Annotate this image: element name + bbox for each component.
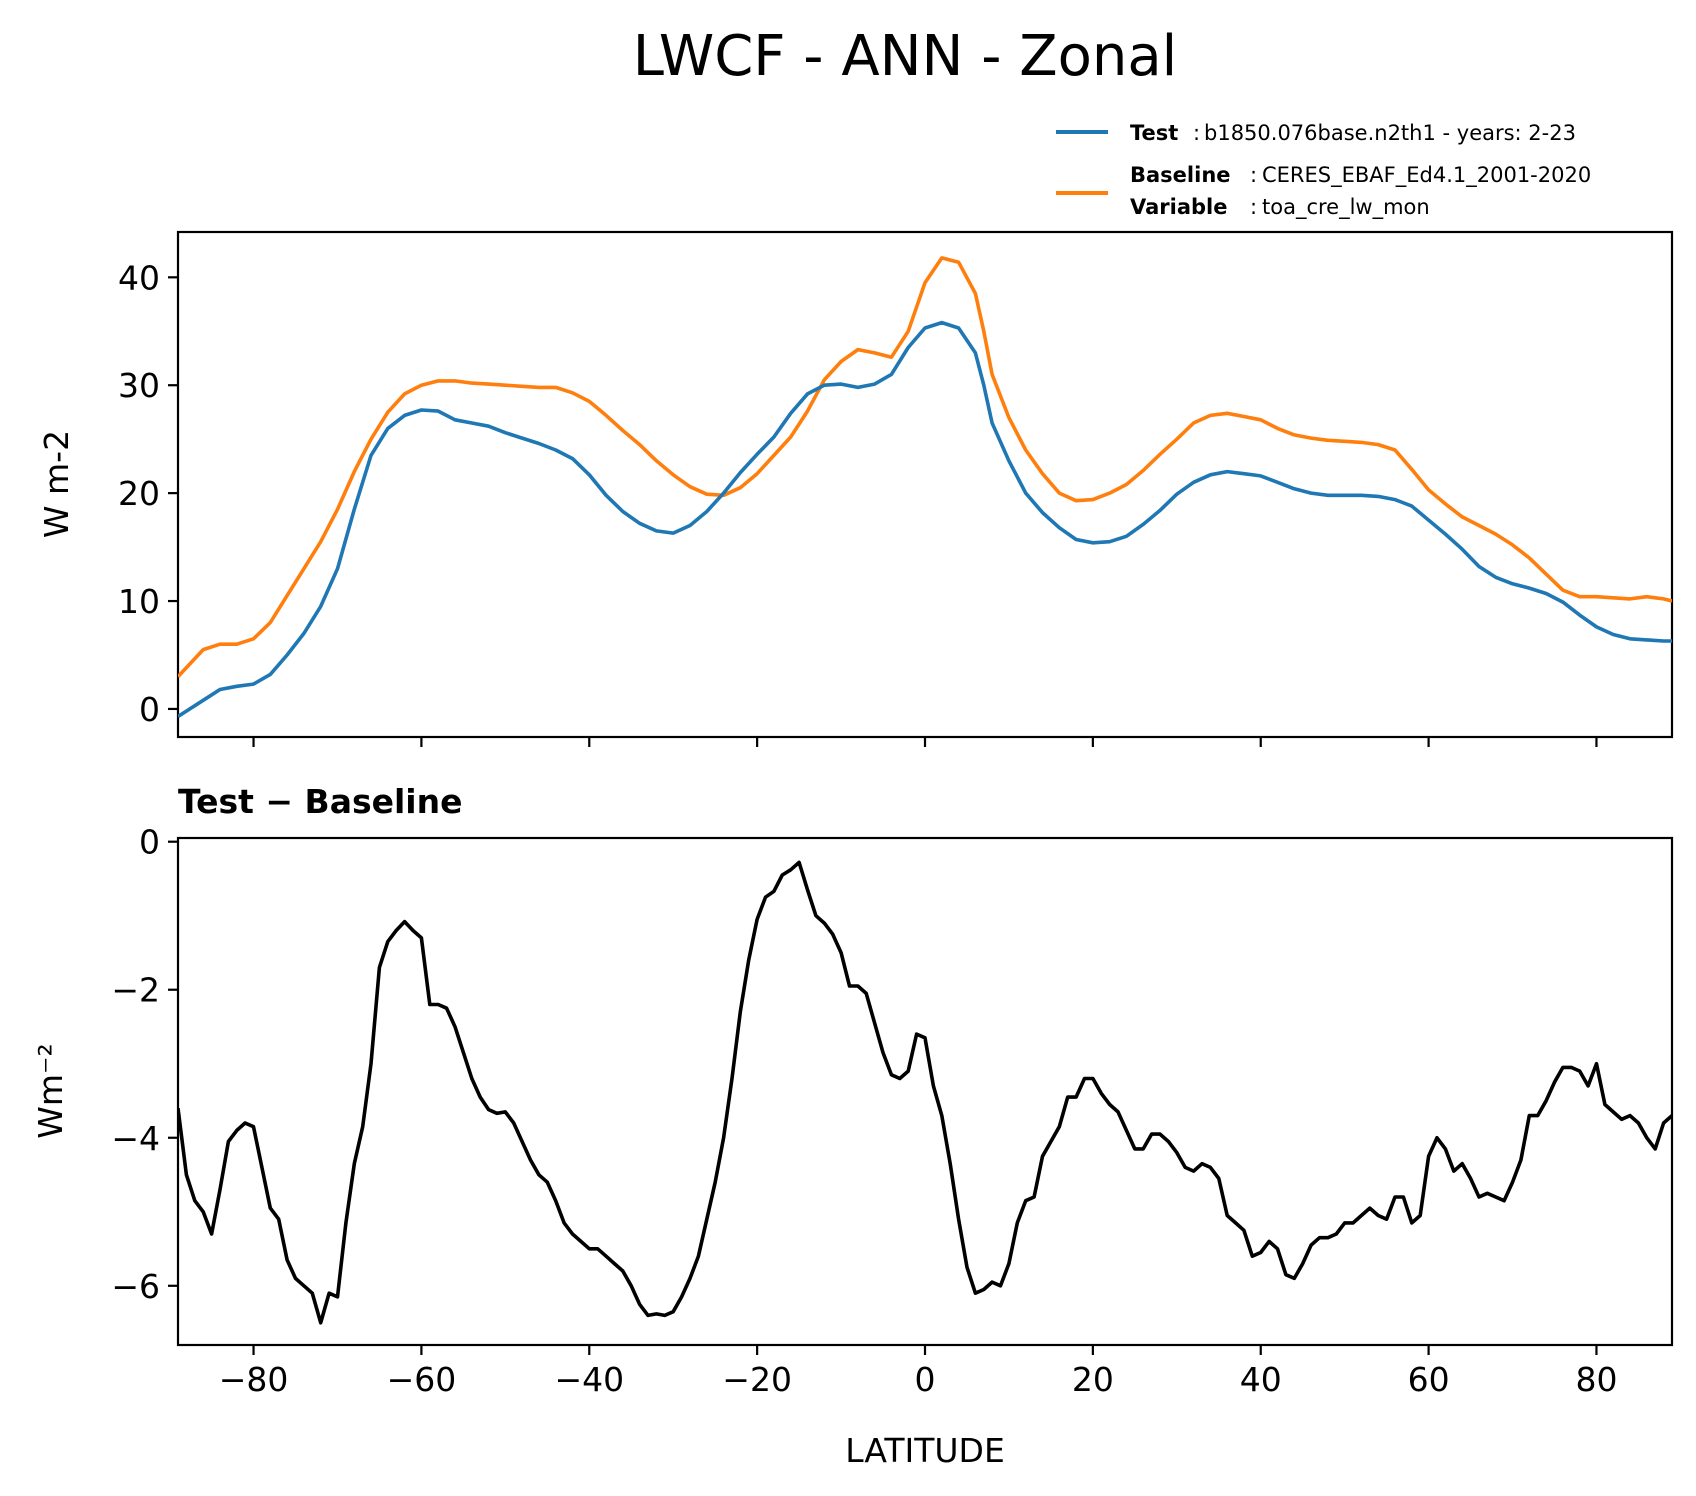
baseline-series-line: [178, 256, 1672, 678]
legend-baseline-key: Baseline: [1130, 163, 1231, 187]
test-series-line: [178, 320, 1672, 719]
bottom-xtick-label: 20: [1072, 1360, 1114, 1399]
legend-baseline-sep: :: [1250, 163, 1257, 187]
legend-baseline-value: CERES_EBAF_Ed4.1_2001-2020: [1262, 163, 1591, 188]
top-axes-frame: [176, 230, 1674, 739]
bottom-xtick-label: 60: [1408, 1360, 1450, 1399]
bottom-xtick-label: −80: [219, 1360, 289, 1399]
bottom-xlabel: LATITUDE: [845, 1431, 1005, 1470]
bottom-axes-frame: [176, 836, 1674, 1347]
bottom-xtick-label: 40: [1240, 1360, 1282, 1399]
bottom-panel: Test − Baseline Wm⁻² LATITUDE −80 −60 −40−…: [31, 782, 1674, 1470]
bottom-ytick-label: −6: [111, 1267, 160, 1306]
difference-series-line: [178, 860, 1672, 1325]
bottom-xtick-label: 80: [1575, 1360, 1617, 1399]
legend-variable-sep: :: [1250, 195, 1257, 219]
bottom-ytick-label: −2: [111, 971, 160, 1010]
bottom-subtitle: Test − Baseline: [178, 782, 463, 821]
bottom-xtick-label: 0: [915, 1360, 936, 1399]
top-ytick-label: 40: [118, 258, 160, 297]
legend: Test : b1850.076base.n2th1 - years: 2-23…: [1056, 121, 1591, 220]
top-ytick-label: 20: [118, 474, 160, 513]
top-ytick-label: 10: [118, 582, 160, 621]
legend-test-value: b1850.076base.n2th1 - years: 2-23: [1204, 121, 1576, 145]
figure-title: LWCF - ANN - Zonal: [633, 24, 1177, 89]
top-ytick-label: 30: [118, 366, 160, 405]
bottom-ylabel: Wm⁻²: [31, 1043, 70, 1138]
bottom-xtick-label: −20: [722, 1360, 792, 1399]
bottom-xtick-label: −40: [554, 1360, 624, 1399]
bottom-xtick-label: −60: [387, 1360, 457, 1399]
bottom-ytick-label: −4: [111, 1119, 160, 1158]
legend-variable-key: Variable: [1130, 195, 1227, 219]
bottom-ytick-label: 0: [139, 823, 160, 862]
legend-variable-value: toa_cre_lw_mon: [1262, 195, 1430, 220]
legend-test-key: Test: [1130, 121, 1178, 145]
top-ylabel: W m-2: [37, 430, 76, 538]
top-ytick-label: 0: [139, 690, 160, 729]
top-panel: W m-2 0 10 20 30 40: [37, 230, 1674, 747]
legend-test-sep: :: [1193, 121, 1200, 145]
